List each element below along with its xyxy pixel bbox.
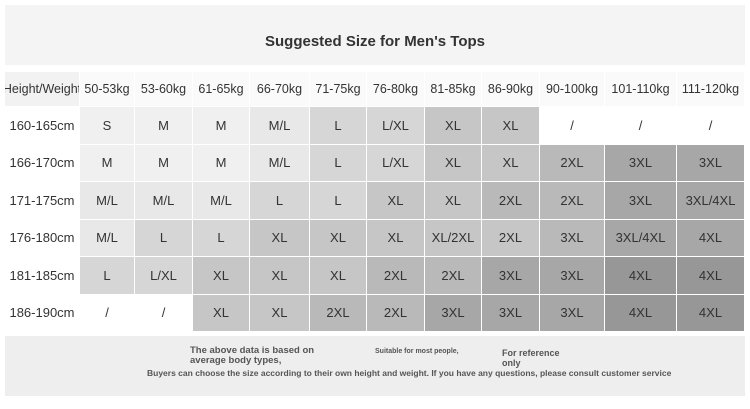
size-cell: L bbox=[135, 219, 193, 257]
size-cell: 3XL bbox=[540, 219, 605, 257]
size-cell: XL bbox=[193, 294, 250, 332]
size-cell: L/XL bbox=[367, 107, 425, 145]
size-cell: M bbox=[193, 107, 250, 145]
size-cell: 3XL bbox=[425, 294, 482, 332]
size-cell: 4XL bbox=[677, 257, 745, 295]
column-header: 71-75kg bbox=[310, 72, 367, 107]
size-cell: XL bbox=[250, 257, 310, 295]
size-cell: XL bbox=[367, 182, 425, 220]
size-cell: XL bbox=[310, 219, 367, 257]
note: Buyers can choose the size according to … bbox=[147, 368, 672, 378]
size-cell: L bbox=[310, 144, 367, 182]
note: Suitable for most people, bbox=[375, 348, 459, 355]
column-header: 66-70kg bbox=[250, 72, 310, 107]
size-cell: 4XL bbox=[677, 219, 745, 257]
size-cell: XL bbox=[425, 144, 482, 182]
size-cell: XL bbox=[425, 107, 482, 145]
title: Suggested Size for Men's Tops bbox=[265, 33, 485, 50]
size-cell: L bbox=[310, 182, 367, 220]
column-header: 50-53kg bbox=[80, 72, 135, 107]
size-cell: / bbox=[135, 294, 193, 332]
size-cell: XL bbox=[425, 182, 482, 220]
size-cell: 2XL bbox=[367, 294, 425, 332]
column-header: 61-65kg bbox=[193, 72, 250, 107]
row-header: 186-190cm bbox=[5, 294, 80, 332]
column-header: 86-90kg bbox=[482, 72, 540, 107]
size-cell: M bbox=[135, 144, 193, 182]
size-cell: XL bbox=[482, 107, 540, 145]
title-band: Suggested Size for Men's Tops bbox=[5, 5, 745, 65]
size-cell: 2XL bbox=[425, 257, 482, 295]
size-cell: XL bbox=[193, 257, 250, 295]
size-cell: M/L bbox=[193, 182, 250, 220]
row-header: 171-175cm bbox=[5, 182, 80, 220]
size-cell: 2XL bbox=[482, 219, 540, 257]
size-cell: 3XL/4XL bbox=[677, 182, 745, 220]
size-cell: L bbox=[193, 219, 250, 257]
size-cell: M bbox=[80, 144, 135, 182]
size-cell: 2XL bbox=[540, 182, 605, 220]
size-cell: XL bbox=[250, 219, 310, 257]
size-cell: L bbox=[250, 182, 310, 220]
size-cell: 2XL bbox=[540, 144, 605, 182]
row-header: 181-185cm bbox=[5, 257, 80, 295]
size-cell: 4XL bbox=[605, 257, 677, 295]
size-cell: XL bbox=[367, 219, 425, 257]
size-cell: 4XL bbox=[677, 294, 745, 332]
size-cell: M bbox=[193, 144, 250, 182]
note: The above data is based on average body … bbox=[190, 345, 315, 366]
note: For reference only bbox=[502, 348, 560, 368]
size-cell: M/L bbox=[80, 182, 135, 220]
size-cell: 4XL bbox=[605, 294, 677, 332]
column-header: Height/Weight bbox=[5, 72, 80, 107]
size-cell: 3XL bbox=[605, 182, 677, 220]
size-cell: XL bbox=[250, 294, 310, 332]
size-cell: L/XL bbox=[135, 257, 193, 295]
size-cell: / bbox=[540, 107, 605, 145]
size-cell: XL/2XL bbox=[425, 219, 482, 257]
row-header: 176-180cm bbox=[5, 219, 80, 257]
size-cell: 2XL bbox=[367, 257, 425, 295]
size-cell: XL bbox=[482, 144, 540, 182]
column-header: 53-60kg bbox=[135, 72, 193, 107]
column-header: 90-100kg bbox=[540, 72, 605, 107]
size-cell: 3XL bbox=[482, 294, 540, 332]
column-header: 111-120kg bbox=[677, 72, 745, 107]
footer: The above data is based on average body … bbox=[5, 336, 745, 396]
column-header: 101-110kg bbox=[605, 72, 677, 107]
size-cell: S bbox=[80, 107, 135, 145]
size-cell: 3XL bbox=[677, 144, 745, 182]
size-cell: / bbox=[677, 107, 745, 145]
size-cell: 3XL bbox=[540, 294, 605, 332]
size-cell: 3XL bbox=[540, 257, 605, 295]
size-cell: / bbox=[605, 107, 677, 145]
size-cell: / bbox=[80, 294, 135, 332]
size-cell: XL bbox=[310, 257, 367, 295]
size-cell: M/L bbox=[80, 219, 135, 257]
size-cell: L/XL bbox=[367, 144, 425, 182]
size-cell: 3XL/4XL bbox=[605, 219, 677, 257]
size-cell: 3XL bbox=[605, 144, 677, 182]
size-cell: 3XL bbox=[482, 257, 540, 295]
size-cell: L bbox=[80, 257, 135, 295]
size-cell: L bbox=[310, 107, 367, 145]
size-cell: M/L bbox=[250, 107, 310, 145]
size-cell: M/L bbox=[135, 182, 193, 220]
size-cell: M bbox=[135, 107, 193, 145]
column-header: 81-85kg bbox=[425, 72, 482, 107]
size-cell: 2XL bbox=[482, 182, 540, 220]
row-header: 160-165cm bbox=[5, 107, 80, 145]
size-cell: 2XL bbox=[310, 294, 367, 332]
column-header: 76-80kg bbox=[367, 72, 425, 107]
row-header: 166-170cm bbox=[5, 144, 80, 182]
size-cell: M/L bbox=[250, 144, 310, 182]
